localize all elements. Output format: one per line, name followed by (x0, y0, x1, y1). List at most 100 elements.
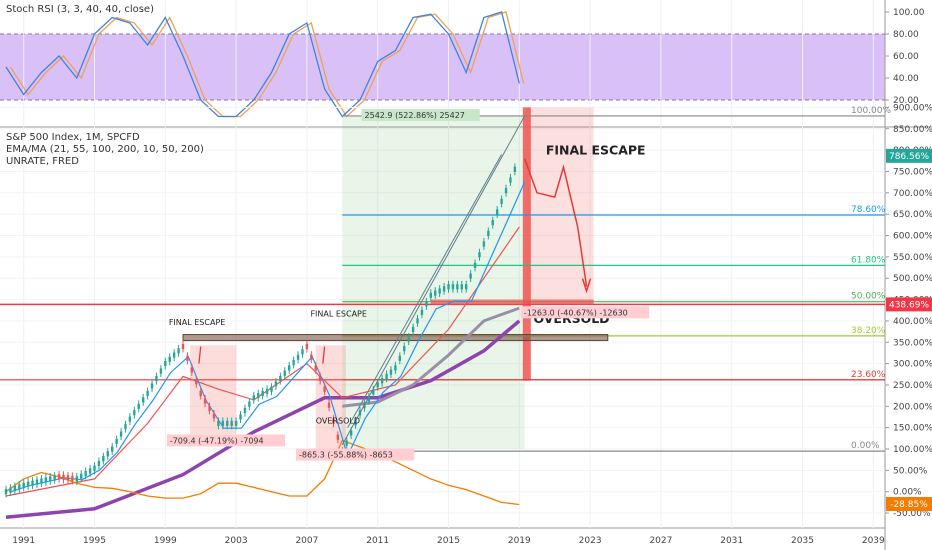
candle-body (416, 318, 419, 324)
candle-body (292, 359, 295, 366)
candle-body (279, 375, 282, 382)
fib-label: 78.60% (851, 205, 886, 215)
candle-body (146, 390, 149, 397)
rsi-k-line (5, 11, 520, 118)
legend-unrate: UNRATE, FRED (6, 156, 79, 167)
candle-body (203, 398, 207, 404)
candle-body (243, 408, 247, 414)
fib-label: 50.00% (851, 292, 886, 302)
annotation-final-escape-2008: FINAL ESCAPE (310, 310, 367, 319)
measure-proj-bg (520, 306, 650, 319)
candle-body (195, 379, 198, 385)
fib-label: 100.00% (851, 106, 891, 116)
candle-body (57, 474, 61, 480)
price-badge-label: 786.56% (889, 152, 929, 162)
candle-body (469, 273, 472, 279)
x-tick-label: 1991 (12, 536, 35, 546)
support-box (430, 299, 594, 305)
candle-body (327, 402, 331, 408)
candle-body (478, 252, 481, 258)
x-tick-label: 2011 (366, 536, 389, 546)
measure-2008: -865.3 (-55.88%) -8653 (299, 451, 393, 460)
ma-long-grey (342, 306, 520, 408)
candle-body (9, 487, 12, 493)
fib-label: 23.60% (851, 370, 886, 380)
candle-body (434, 290, 437, 296)
candle-body (504, 188, 508, 194)
candle-body (367, 396, 371, 402)
candle-body (465, 284, 468, 290)
candle-body (84, 470, 87, 477)
ma-long-purple (5, 319, 521, 520)
price-badge-bg (886, 297, 932, 312)
candle-body (22, 482, 25, 488)
main-y-tick-label: 100.00% (893, 445, 932, 455)
measure-2000: -709.4 (-47.19%) -7094 (170, 436, 264, 445)
main-y-tick-label: 300.00% (893, 360, 932, 370)
measure-2008-bg (296, 448, 415, 461)
candle-body (420, 309, 424, 315)
main-y-tick-label: 900.00% (893, 103, 932, 113)
main-y-tick-label: 700.00% (893, 189, 932, 199)
candle-body (447, 284, 450, 290)
crash-zone-2000 (190, 345, 237, 435)
candle-body (199, 390, 202, 397)
ema-blue (11, 181, 526, 493)
annotation-final-escape-2000: FINAL ESCAPE (169, 318, 226, 327)
candle-body (93, 465, 96, 471)
main-y-tick-label: 0.00% (893, 488, 922, 498)
rsi-y-tick-label: 20.00 (893, 96, 919, 106)
candle-body (274, 381, 278, 387)
candle-body (394, 365, 397, 371)
legend-ema: EMA/MA (21, 55, 100, 200, 10, 50, 200) (6, 144, 204, 155)
candle-body (314, 365, 317, 371)
x-tick-label: 1995 (83, 536, 106, 546)
rsi-indicator-label: Stoch RSI (3, 3, 40, 40, close) (6, 4, 154, 15)
candle-body (111, 446, 114, 452)
candle-body (115, 438, 118, 445)
measure-2000-bg (166, 434, 286, 447)
candle-body (97, 460, 101, 466)
candle-body (349, 430, 353, 436)
candle-body (318, 375, 322, 382)
main-y-tick-label: 500.00% (893, 274, 932, 284)
candle-body (119, 431, 123, 437)
candle-body (509, 177, 512, 183)
price-badge-label: -28.85% (890, 500, 928, 510)
x-tick-label: 2023 (579, 536, 602, 546)
candle-body (66, 475, 70, 481)
measure-proj: -1263.0 (-40.67%) -12630 (524, 308, 628, 317)
candle-body (106, 451, 109, 457)
candle-body (310, 354, 313, 360)
candle-body (261, 390, 264, 397)
x-tick-label: 2027 (649, 536, 672, 546)
x-tick-label: 2039 (862, 536, 885, 546)
candle-body (4, 489, 8, 495)
candle-body (354, 420, 357, 426)
rsi-y-tick-label: 100.00 (893, 8, 925, 18)
candle-body (141, 397, 145, 403)
candle-body (389, 369, 393, 375)
candle-body (172, 352, 176, 358)
candle-body (168, 356, 171, 362)
candle-body (181, 343, 185, 350)
candle-body (150, 383, 154, 389)
projection-zone (526, 107, 594, 304)
x-tick-label: 2015 (437, 536, 460, 546)
candle-body (372, 389, 375, 395)
main-y-tick-label: 150.00% (893, 424, 932, 434)
candle-body (71, 475, 74, 481)
candle-body (491, 220, 494, 226)
candle-body (513, 166, 517, 172)
candle-body (75, 476, 78, 482)
price-badge-bg (886, 148, 932, 163)
candle-body (53, 475, 56, 481)
candle-body (438, 288, 441, 294)
trend-line-2 (347, 154, 503, 428)
candle-body (336, 434, 340, 440)
candle-body (482, 241, 486, 247)
candle-body (323, 386, 326, 392)
main-y-tick-label: 550.00% (893, 253, 932, 263)
x-tick-label: 2007 (295, 536, 318, 546)
candle-body (301, 349, 304, 355)
